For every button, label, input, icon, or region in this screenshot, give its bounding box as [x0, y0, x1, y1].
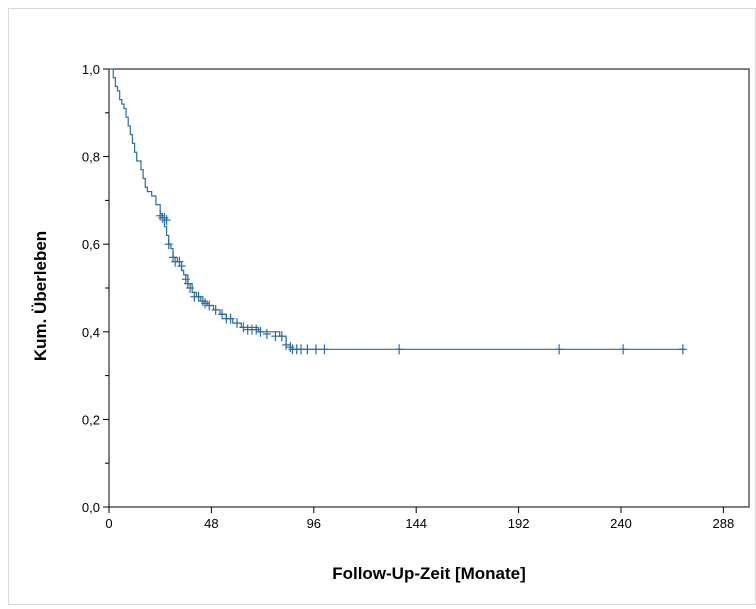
censor-mark [395, 344, 404, 355]
censor-mark [678, 344, 687, 355]
y-tick-label: 0,4 [82, 325, 100, 340]
x-tick-label: 0 [105, 516, 112, 531]
censor-marks [156, 210, 687, 355]
censor-mark [233, 318, 241, 329]
censor-mark [226, 313, 235, 324]
plot-area [108, 68, 750, 508]
censor-mark [303, 344, 312, 355]
x-tick-label: 96 [307, 516, 321, 531]
survival-chart: 0 48 96 144 192 240 288 0,0 0,2 0,4 0,6 0,8 1,0 Foll… [31, 62, 750, 583]
censor-mark [262, 328, 271, 339]
censor-mark [320, 344, 329, 355]
censor-mark [252, 324, 261, 335]
censor-mark [218, 309, 227, 320]
x-tick-label: 144 [405, 516, 427, 531]
x-tick-label: 48 [204, 516, 218, 531]
censor-mark [211, 304, 220, 315]
censor-mark [256, 326, 265, 337]
censor-mark [164, 239, 173, 250]
censor-mark [311, 344, 320, 355]
y-tick-label: 0,6 [82, 237, 100, 252]
x-tick-label: 192 [508, 516, 530, 531]
censor-mark [162, 215, 171, 226]
censor-mark [282, 339, 291, 350]
chart-frame: 0 48 96 144 192 240 288 0,0 0,2 0,4 0,6 0,8 1,0 Foll… [8, 8, 756, 605]
censor-mark [194, 291, 203, 302]
y-tick-label: 0,8 [82, 150, 100, 165]
censor-mark [619, 344, 628, 355]
censor-mark [177, 261, 186, 272]
censor-mark [186, 283, 195, 293]
censor-mark [555, 344, 564, 355]
y-tick-label: 0,2 [82, 412, 100, 427]
x-tick-label: 240 [610, 516, 632, 531]
censor-mark [201, 298, 209, 309]
x-axis-title: Follow-Up-Zeit [Monate] [332, 564, 526, 583]
y-axis-title: Kum. Überleben [31, 231, 50, 361]
censor-mark [239, 322, 248, 333]
y-tick-label: 1,0 [82, 62, 100, 77]
censor-mark [205, 300, 214, 311]
y-tick-label: 0,0 [82, 500, 100, 515]
censor-mark [277, 331, 286, 342]
x-tick-label: 288 [713, 516, 735, 531]
axis-ticks: 0 48 96 144 192 240 288 0,0 0,2 0,4 0,6 0,8 1,0 [82, 62, 734, 531]
